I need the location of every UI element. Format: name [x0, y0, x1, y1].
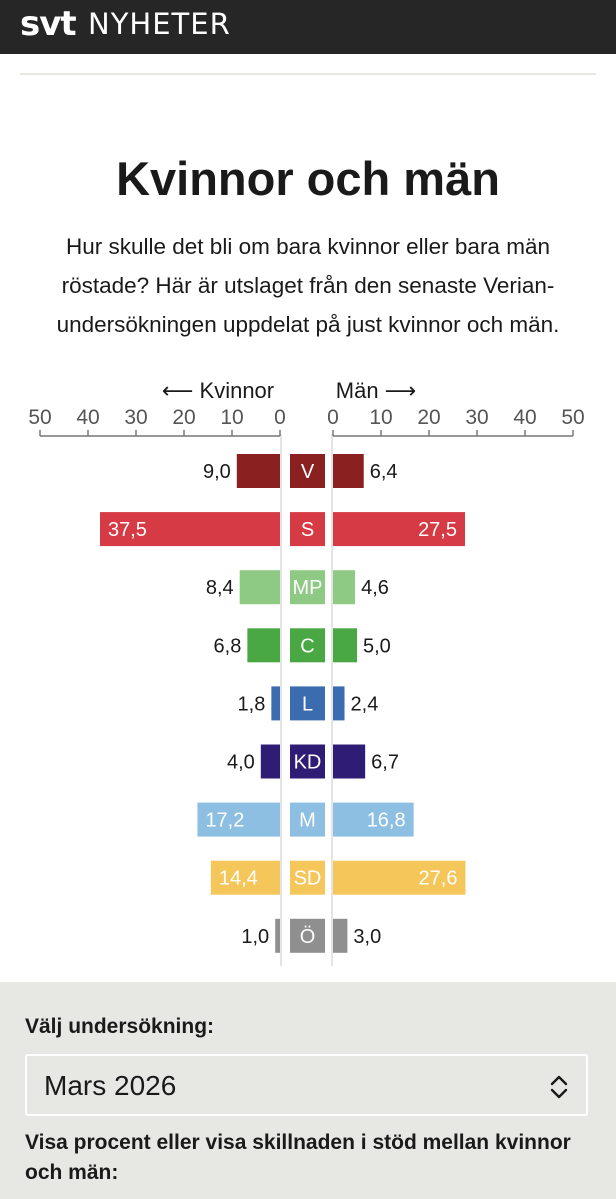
- value-kvinnor-m: 17,2: [205, 810, 244, 832]
- bar-man-v: [333, 454, 364, 488]
- bar-man-sd: [333, 860, 466, 895]
- section-name[interactable]: NYHETER: [88, 7, 231, 41]
- party-label-m: M: [299, 810, 316, 832]
- gender-vote-chart: ⟵ Kvinnor Män ⟶ 50 40 30 20 10 0 0 10 20 30 40 50 V 9,0…: [28, 378, 585, 966]
- value-man-mp: 4,6: [361, 577, 389, 599]
- bar-man-kd: [333, 744, 366, 779]
- right-axis-title: Män ⟶: [336, 378, 416, 403]
- value-man-l: 2,4: [351, 693, 379, 715]
- page-title: Kvinnor och män: [116, 152, 500, 205]
- bar-man-s: [333, 512, 465, 547]
- party-label-mp: MP: [293, 577, 323, 599]
- right-tick-label: 50: [561, 406, 584, 429]
- top-bar: svt NYHETER: [0, 0, 616, 54]
- value-man-s: 27,5: [418, 519, 457, 541]
- bar-kvinnor-sd: [210, 860, 280, 895]
- left-tick-label: 10: [220, 406, 243, 429]
- party-box-mp: [290, 570, 325, 605]
- bar-kvinnor-m: [197, 802, 280, 837]
- party-label-sd: SD: [294, 868, 322, 890]
- value-kvinnor-kd: 4,0: [227, 752, 255, 774]
- left-tick-label: 40: [76, 406, 99, 429]
- value-kvinnor-mp: 8,4: [206, 577, 234, 599]
- survey-select[interactable]: Mars 2026: [25, 1054, 588, 1116]
- value-man-v: 6,4: [370, 461, 398, 483]
- value-kvinnor-s: 37,5: [108, 519, 147, 541]
- svt-logo[interactable]: svt: [20, 4, 77, 44]
- value-kvinnor-o: 1,0: [241, 926, 269, 948]
- bar-kvinnor-mp: [239, 570, 280, 605]
- select-chevrons-icon: [550, 1075, 568, 1099]
- party-box-c: [290, 628, 325, 663]
- bar-kvinnor-l: [271, 686, 280, 721]
- value-kvinnor-l: 1,8: [238, 693, 266, 715]
- party-box-m: [290, 802, 325, 837]
- right-tick-label: 10: [369, 406, 392, 429]
- left-tick-label: 50: [28, 406, 51, 429]
- survey-select-value: Mars 2026: [44, 1070, 177, 1101]
- bar-kvinnor-s: [100, 512, 280, 547]
- left-tick-label: 30: [124, 406, 147, 429]
- party-box-sd: [290, 860, 325, 895]
- value-man-kd: 6,7: [371, 752, 399, 774]
- party-label-s: S: [301, 519, 314, 541]
- page-subtitle: Hur skulle det bli om bara kvinnor eller…: [56, 234, 560, 337]
- value-kvinnor-v: 9,0: [203, 461, 231, 483]
- bar-man-mp: [333, 570, 356, 605]
- party-box-o: [290, 918, 325, 953]
- left-axis-title: ⟵ Kvinnor: [162, 378, 274, 403]
- value-man-sd: 27,6: [419, 868, 458, 890]
- value-kvinnor-c: 6,8: [214, 635, 242, 657]
- divider: [20, 73, 596, 75]
- value-man-c: 5,0: [363, 635, 391, 657]
- value-man-m: 16,8: [367, 810, 406, 832]
- party-label-v: V: [301, 461, 315, 483]
- party-box-s: [290, 512, 325, 547]
- bar-man-c: [333, 628, 357, 663]
- left-tick-label: 20: [172, 406, 195, 429]
- right-tick-label: 20: [417, 406, 440, 429]
- party-box-v: [290, 454, 325, 488]
- party-box-l: [290, 686, 325, 721]
- survey-select-label: Välj undersökning:: [25, 1015, 215, 1038]
- party-box-kd: [290, 744, 325, 779]
- bar-man-o: [333, 918, 348, 953]
- party-label-kd: KD: [294, 752, 322, 774]
- value-kvinnor-sd: 14,4: [219, 868, 258, 890]
- bar-man-l: [333, 686, 345, 721]
- bar-kvinnor-c: [247, 628, 280, 663]
- right-tick-label: 30: [465, 406, 488, 429]
- left-tick-label: 0: [274, 406, 286, 429]
- right-tick-label: 0: [327, 406, 339, 429]
- bar-kvinnor-v: [236, 454, 280, 488]
- value-man-o: 3,0: [353, 926, 381, 948]
- right-tick-label: 40: [513, 406, 536, 429]
- bar-kvinnor-o: [275, 918, 280, 953]
- party-label-c: C: [300, 635, 314, 657]
- bar-kvinnor-kd: [260, 744, 280, 779]
- mode-label: Visa procent eller visa skillnaden i stö…: [25, 1131, 571, 1184]
- bar-man-m: [333, 802, 414, 837]
- party-label-o: Ö: [300, 926, 316, 948]
- party-label-l: L: [302, 693, 313, 715]
